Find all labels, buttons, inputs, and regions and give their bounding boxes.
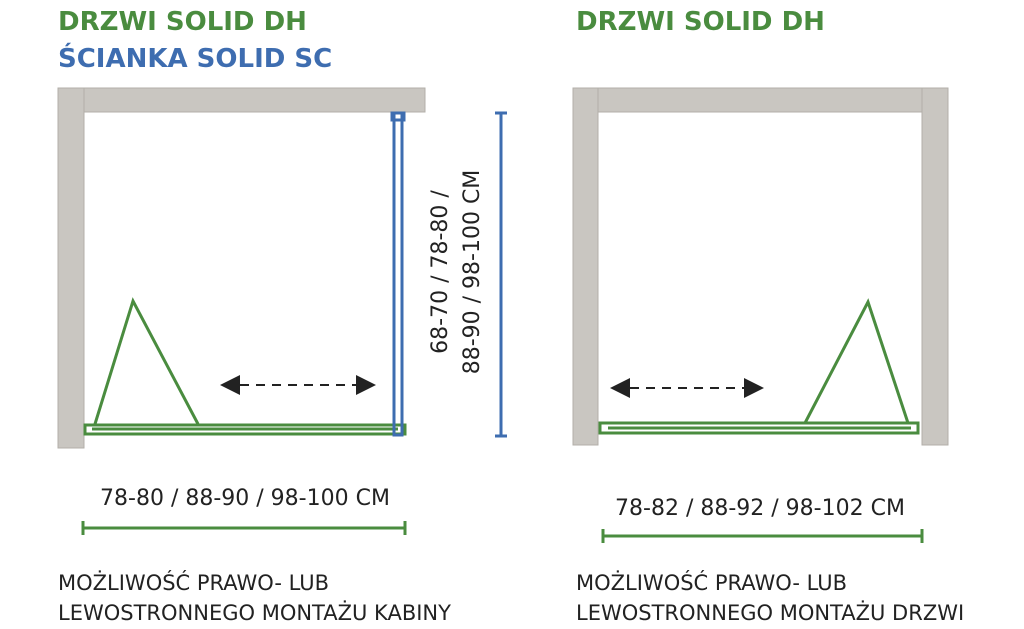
- note: LEWOSTRONNEGO MONTAŻU KABINY: [58, 600, 451, 625]
- width-label: 78-80 / 88-90 / 98-100 CM: [100, 486, 390, 511]
- note: LEWOSTRONNEGO MONTAŻU DRZWI: [576, 600, 964, 625]
- title: DRZWI SOLID DH: [58, 7, 307, 37]
- height-label: 68-70 / 78-80 /: [428, 190, 453, 354]
- height-dimension: 68-70 / 78-80 / 88-90 / 98-100 CM: [428, 170, 485, 375]
- width-label: 78-82 / 88-92 / 98-102 CM: [615, 496, 905, 521]
- title: ŚCIANKA SOLID SC: [58, 42, 332, 74]
- note: MOŻLIWOŚĆ PRAWO- LUB: [576, 570, 847, 595]
- left-plan: [57, 87, 507, 535]
- height-label: 88-90 / 98-100 CM: [460, 170, 485, 375]
- title: DRZWI SOLID DH: [576, 7, 825, 37]
- right-plan: [572, 87, 949, 543]
- note: MOŻLIWOŚĆ PRAWO- LUB: [58, 570, 329, 595]
